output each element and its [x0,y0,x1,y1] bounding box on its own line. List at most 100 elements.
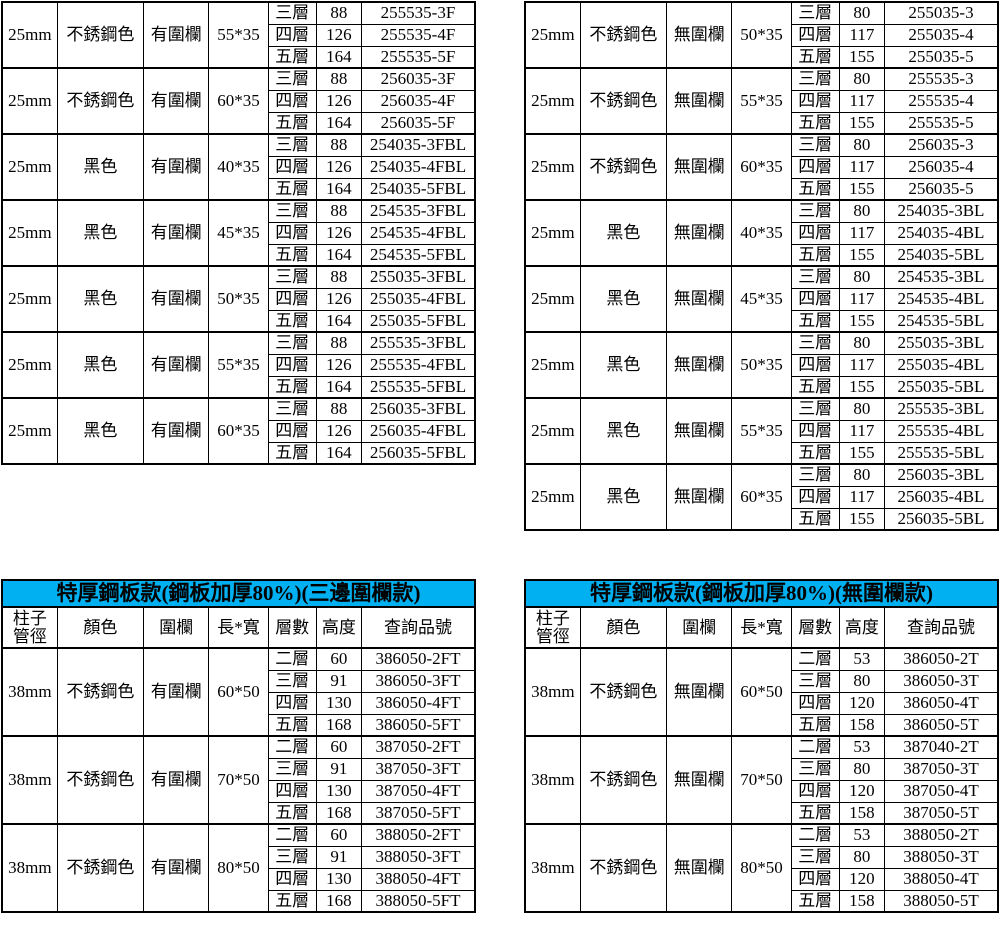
size-cell: 25mm [524,133,581,201]
table-row: 38mm 不銹鋼色 無圍欄 70*50 二層 53 387040-2T [524,735,999,825]
height-cell: 155 [838,177,885,201]
tier-cell: 四層 [790,779,840,803]
fence-cell: 有圍欄 [143,735,210,825]
size-cell: 25mm [524,397,581,465]
table-row: 25mm 黑色 有圍欄 60*35 三層 88 256035-3FBL [1,397,476,465]
color-cell: 不銹鋼色 [56,823,145,913]
tier-cell: 五層 [267,889,317,913]
table-row: 五層 168 388050-5FT [2,889,476,913]
code-cell: 386050-3T [883,669,999,693]
tier-cell: 四層 [790,691,840,715]
table-row: 三層 80 388050-3T [525,845,999,869]
height-cell: 126 [315,287,362,311]
table-row: 四層 126 256035-4F [2,89,476,113]
header-cell: 查詢品號 [360,606,476,649]
code-cell: 254535-3FBL [360,199,476,223]
height-cell: 130 [315,867,362,891]
tier-cell: 二層 [790,823,840,847]
tier-cell: 四層 [267,867,317,891]
code-cell: 256035-5BL [883,507,999,531]
tier-cell: 三層 [790,133,840,157]
dims-cell: 50*35 [208,265,269,333]
code-cell: 387040-2T [883,735,999,759]
table-row: 25mm 不銹鋼色 無圍欄 55*35 三層 80 255535-3 [524,67,999,135]
dims-cell: 45*35 [208,199,269,267]
fence-cell: 無圍欄 [666,67,733,135]
height-cell: 80 [838,669,885,693]
tier-cell: 五層 [790,177,840,201]
code-cell: 386050-5T [883,713,999,737]
height-cell: 117 [838,89,885,113]
tier-cell: 五層 [790,243,840,267]
table-row: 25mm 不銹鋼色 有圍欄 55*35 三層 88 255535-3F [1,1,476,69]
height-cell: 60 [315,823,362,847]
tier-cell: 四層 [790,867,840,891]
color-cell: 不銹鋼色 [579,1,668,69]
height-cell: 60 [315,735,362,759]
height-cell: 155 [838,111,885,135]
tier-cell: 三層 [790,67,840,91]
code-cell: 255035-3BL [883,331,999,355]
table-row: 五層 168 386050-5FT [2,713,476,737]
height-cell: 117 [838,221,885,245]
table-row: 四層 126 254035-4FBL [2,155,476,179]
code-cell: 256035-3FBL [360,397,476,421]
table-row: 38mm 不銹鋼色 有圍欄 60*50 二層 60 386050-2FT [1,647,476,737]
tier-cell: 五層 [267,801,317,825]
code-cell: 256035-4FBL [360,419,476,443]
code-cell: 255035-4 [883,23,999,47]
color-cell: 不銹鋼色 [579,735,668,825]
tier-cell: 五層 [790,507,840,531]
tier-cell: 四層 [790,353,840,377]
code-cell: 255035-5FBL [360,309,476,333]
tier-cell: 三層 [790,331,840,355]
tier-cell: 三層 [790,199,840,223]
tier-cell: 三層 [267,133,317,157]
dims-cell: 45*35 [731,265,792,333]
height-cell: 91 [315,845,362,869]
code-cell: 256035-5FBL [360,441,476,465]
height-cell: 91 [315,757,362,781]
dims-cell: 55*35 [731,397,792,465]
table-row: 五層 164 255535-5F [2,45,476,69]
tier-cell: 三層 [267,669,317,693]
table-row: 五層 155 255035-5 [525,45,999,69]
height-cell: 80 [838,331,885,355]
code-cell: 254535-5FBL [360,243,476,267]
height-cell: 130 [315,691,362,715]
code-cell: 386050-2FT [360,647,476,671]
color-cell: 黑色 [579,331,668,399]
color-cell: 不銹鋼色 [579,823,668,913]
height-cell: 88 [315,1,362,25]
color-cell: 黑色 [579,199,668,267]
table-row: 五層 164 256035-5FBL [2,441,476,465]
tier-cell: 五層 [267,713,317,737]
tier-cell: 三層 [267,265,317,289]
header-cell: 顏色 [579,606,668,649]
table-row: 三層 80 387050-3T [525,757,999,781]
color-cell: 不銹鋼色 [579,67,668,135]
height-cell: 88 [315,397,362,421]
table-row: 五層 164 254035-5FBL [2,177,476,201]
code-cell: 256035-3BL [883,463,999,487]
height-cell: 88 [315,67,362,91]
height-cell: 53 [838,647,885,671]
code-cell: 255535-3F [360,1,476,25]
size-cell: 25mm [1,265,58,333]
dims-cell: 60*35 [731,133,792,201]
tier-cell: 五層 [790,45,840,69]
fence-cell: 有圍欄 [143,67,210,135]
height-cell: 53 [838,823,885,847]
fence-cell: 無圍欄 [666,199,733,267]
fence-cell: 無圍欄 [666,133,733,201]
table-row: 五層 155 255035-5BL [525,375,999,399]
height-cell: 80 [838,1,885,25]
code-cell: 255035-5BL [883,375,999,399]
table-row: 25mm 黑色 有圍欄 50*35 三層 88 255035-3FBL [1,265,476,333]
code-cell: 255535-3 [883,67,999,91]
code-cell: 255535-4FBL [360,353,476,377]
code-cell: 254035-3BL [883,199,999,223]
size-cell: 25mm [524,331,581,399]
color-cell: 不銹鋼色 [56,647,145,737]
height-cell: 91 [315,669,362,693]
